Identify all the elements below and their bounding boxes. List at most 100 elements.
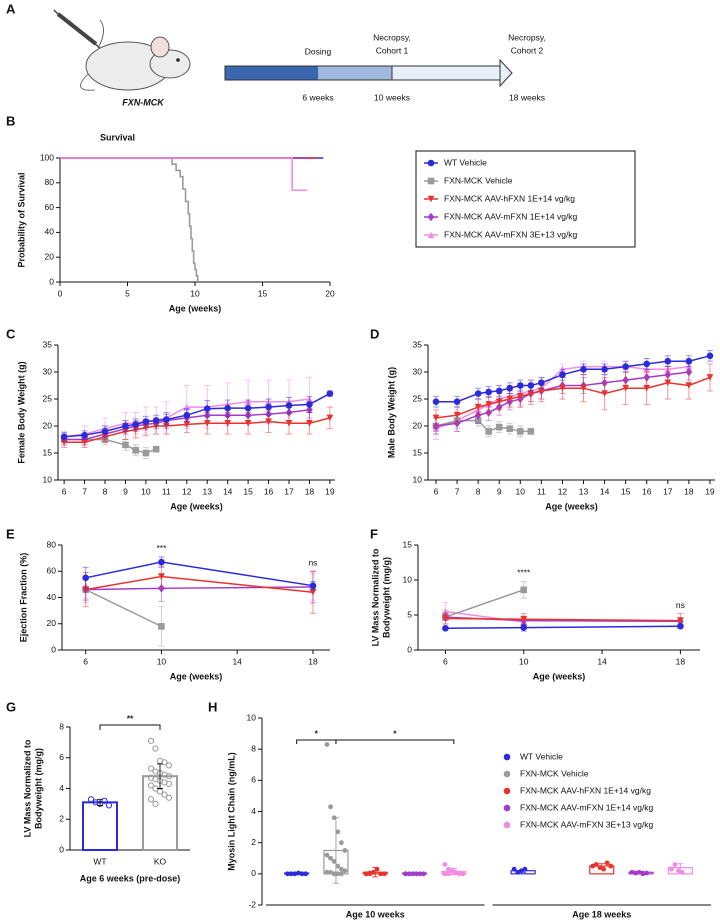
event-label: Cohort 1 (376, 45, 409, 55)
series-line (85, 561, 314, 587)
y-tick-label: 2 (251, 837, 256, 847)
marker (664, 379, 672, 387)
significance-bracket (296, 739, 337, 744)
y-tick-label: 8 (59, 721, 64, 731)
legend-marker (427, 212, 435, 222)
marker (643, 384, 651, 392)
x-tick-label: 19 (325, 486, 335, 496)
data-point (152, 745, 159, 752)
y-axis-title: Bodyweight (mg/g) (381, 557, 391, 638)
x-tick-label: 9 (123, 486, 128, 496)
x-tick-label: 14 (597, 656, 607, 666)
data-point (449, 868, 455, 874)
data-point (601, 866, 606, 872)
y-tick-label: 35 (43, 339, 53, 349)
marker (685, 382, 693, 389)
y-tick-label: 0 (251, 868, 256, 878)
y-tick-label: 10 (403, 574, 413, 584)
y-tick-label: 60 (45, 202, 55, 212)
event-time: 6 weeks (302, 92, 333, 102)
data-point (165, 762, 173, 769)
x-tick-label: 17 (284, 486, 294, 496)
marker (82, 574, 89, 582)
marker (163, 422, 170, 430)
x-axis-title: Age (weeks) (170, 671, 223, 681)
x-tick-label: 11 (162, 486, 171, 496)
y-tick-label: 10 (413, 474, 423, 484)
legend-label: FXN-MCK AAV-mFXN 1E+14 vg/kg (444, 211, 578, 221)
panel-label: H (208, 699, 217, 714)
y-tick-label: -2 (248, 899, 256, 909)
marker (306, 420, 313, 427)
mouse-illustration (53, 9, 191, 91)
data-point (331, 858, 337, 864)
data-point (460, 871, 466, 877)
data-point (629, 869, 635, 875)
series-line (85, 575, 314, 593)
significance-label: ** (127, 713, 134, 723)
data-point (324, 742, 330, 747)
y-tick-label: 20 (43, 420, 53, 430)
data-point (442, 862, 448, 867)
data-point (335, 863, 341, 869)
error-bar (97, 798, 103, 806)
survival-curve (60, 157, 308, 192)
data-point (410, 871, 416, 877)
mouse-eye (176, 58, 180, 62)
legend-marker (427, 159, 435, 167)
legend-marker (503, 787, 511, 795)
x-tick-label: 15 (258, 288, 268, 298)
marker (306, 401, 313, 408)
marker (527, 428, 535, 435)
marker (474, 390, 482, 397)
y-axis-title: Probability of Survival (16, 172, 26, 267)
y-tick-label: 6 (251, 775, 256, 785)
legend-marker (503, 753, 511, 761)
marker (538, 379, 545, 387)
marker (244, 420, 252, 427)
data-point (335, 871, 341, 877)
y-axis-title: Ejection Fraction (%) (18, 553, 28, 643)
marker (122, 422, 129, 430)
legend-label: WT Vehicle (520, 751, 563, 761)
marker (244, 404, 252, 412)
marker (265, 403, 272, 411)
data-point (381, 871, 387, 877)
data-point (676, 868, 681, 874)
y-tick-label: 0 (407, 644, 412, 654)
marker (183, 421, 191, 428)
marker (506, 425, 514, 432)
data-point (338, 871, 344, 877)
strain-label: FXN-MCK (122, 97, 165, 107)
data-point (161, 791, 168, 798)
marker (326, 414, 334, 422)
timeline-arrow (224, 58, 513, 88)
data-point (604, 860, 610, 866)
marker (265, 418, 272, 425)
x-tick-label: KO (154, 856, 167, 866)
marker (453, 411, 461, 419)
data-point (522, 866, 528, 872)
cohort1-segment (318, 66, 392, 80)
y-tick-label: 100 (40, 152, 54, 162)
x-tick-label: 10 (190, 288, 200, 298)
chart-title: Survival (100, 132, 135, 142)
y-tick-label: 30 (413, 366, 423, 376)
marker (677, 622, 684, 630)
marker (622, 384, 629, 392)
y-tick-label: 2 (59, 814, 64, 824)
legend-label: WT Vehicle (444, 157, 487, 167)
y-axis-title: Male Body Weight (g) (386, 367, 396, 458)
data-point (147, 796, 155, 803)
x-tick-label: 16 (264, 486, 274, 496)
marker (432, 414, 440, 422)
marker (527, 390, 535, 397)
x-tick-label: 10 (516, 486, 526, 496)
legend-marker (427, 231, 435, 239)
data-point (442, 871, 448, 877)
x-tick-label: 18 (305, 486, 315, 496)
x-tick-label: 8 (476, 486, 481, 496)
x-tick-label: 14 (600, 486, 610, 496)
series-line (445, 625, 681, 630)
marker (580, 384, 587, 392)
